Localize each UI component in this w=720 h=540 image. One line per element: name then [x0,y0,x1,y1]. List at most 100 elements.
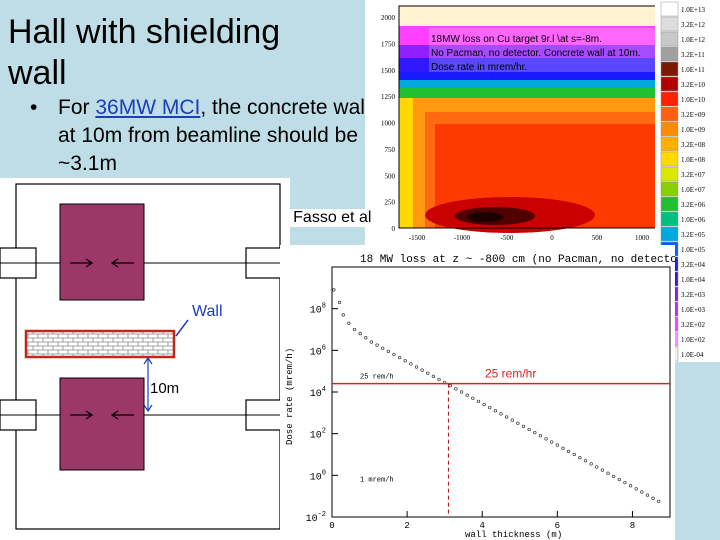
data-point [555,443,559,447]
color-swatch [660,31,679,47]
color-scale-label: 1.0E+03 [681,306,705,314]
data-point [420,368,424,372]
data-point [521,424,526,429]
data-point [612,474,616,479]
data-point [341,313,345,317]
x-tick-label: 8 [630,521,635,531]
map-y-tick-label: 750 [385,146,396,154]
chart-background [280,245,675,540]
wall-pointer [175,319,189,337]
data-point [397,355,402,360]
y-tick-label: 100 [310,469,326,483]
upper-annotation: 25 rem/h [360,374,394,382]
x-tick-label: 6 [555,521,560,531]
chart-points [332,288,661,504]
y-tick-label: 102 [310,428,326,442]
threshold-label: 25 rem/hr [485,367,536,381]
data-point [369,340,374,344]
distance-label: 10m [150,380,180,397]
data-point [386,349,390,354]
y-tick-label: 104 [310,386,326,400]
color-scale-label: 3.2E+05 [681,231,705,239]
slide-title: Hall with shielding wall [8,13,281,92]
color-swatch [660,76,679,92]
color-scale-label: 3.2E+09 [681,111,705,119]
y-tick-label: 108 [310,303,326,317]
detector-lower [59,377,145,471]
map-y-tick-label: 0 [392,225,396,233]
data-point [606,471,610,475]
wall-label: Wall [192,303,223,320]
color-scale-label: 1.0E+02 [681,336,705,344]
map-y-tick-label: 1250 [381,93,396,101]
color-scale-label: 1.0E+12 [681,36,705,44]
color-scale-label: 1.0E-04 [681,351,704,359]
detector-upper [59,203,145,301]
color-swatch [660,121,679,137]
note-line-2: No Pacman, no detector. Concrete wall at… [431,48,641,59]
data-point [488,405,492,410]
data-point [476,399,481,404]
dose-chart: 18 MW loss at z ~ -800 cm (no Pacman, no… [280,245,675,540]
data-point [550,440,554,444]
data-point [409,362,413,366]
data-point [561,446,565,450]
data-point [465,393,469,397]
data-point [634,487,638,491]
data-point [640,490,644,494]
data-point [471,396,475,400]
bullet-dot: • [30,96,38,119]
y-axis-label: Dose rate (mrem/h) [285,348,295,445]
distance-arrowheads [143,356,153,413]
data-point [589,462,593,466]
data-point [533,430,537,435]
color-scale-label: 3.2E+04 [681,261,705,269]
color-swatch [660,46,679,62]
note-box [429,28,689,72]
data-point [347,321,351,325]
data-point [510,418,514,422]
data-point [364,336,368,340]
data-point [454,387,458,391]
bullet-post: , the concrete wall at 10m from beamline… [58,96,370,175]
color-scale-label: 3.2E+07 [681,171,705,179]
color-swatch [660,211,679,227]
data-point [414,365,419,369]
data-point [538,434,543,438]
map-y-ticks: 2000 1750 1500 1250 1000 750 500 250 0 [381,14,396,233]
data-point [482,402,486,407]
color-swatch [660,91,679,107]
map-x-tick-label: 0 [550,234,554,242]
map-y-tick-label: 500 [385,172,396,180]
color-scale-label: 3.2E+02 [681,321,705,329]
data-point [516,421,520,425]
beam-arrow-1 [70,258,94,268]
data-point [431,374,436,379]
data-point [544,437,548,441]
color-scale-label: 1.0E+09 [681,126,705,134]
map-x-tick-label: -1000 [454,234,471,242]
data-point [628,484,633,488]
x-tick-label: 0 [329,521,334,531]
data-point [448,384,452,388]
data-point [332,288,336,292]
bullet-pre: For [58,96,96,119]
mci-link[interactable]: 36MW MCI [95,96,201,119]
hall-diagram [0,178,290,540]
color-swatch [660,196,679,212]
data-point [493,409,498,413]
color-scale-label: 3.2E+08 [681,141,705,149]
note-line-3: Dose rate in mrem/hr. [431,62,527,73]
data-point [651,496,655,500]
color-scale-label: 1.0E+11 [681,66,705,74]
chart-title: 18 MW loss at z ~ -800 cm (no Pacman, no… [360,254,675,266]
x-axis-label: wall thickness (m) [465,530,562,540]
color-scale-label: 3.2E+03 [681,291,705,299]
data-point [375,343,379,347]
data-point [578,455,582,460]
map-y-tick-label: 1000 [381,120,396,128]
data-point [381,346,385,350]
color-swatch [660,106,679,122]
data-point [426,371,430,375]
map-y-tick-label: 1500 [381,67,396,75]
